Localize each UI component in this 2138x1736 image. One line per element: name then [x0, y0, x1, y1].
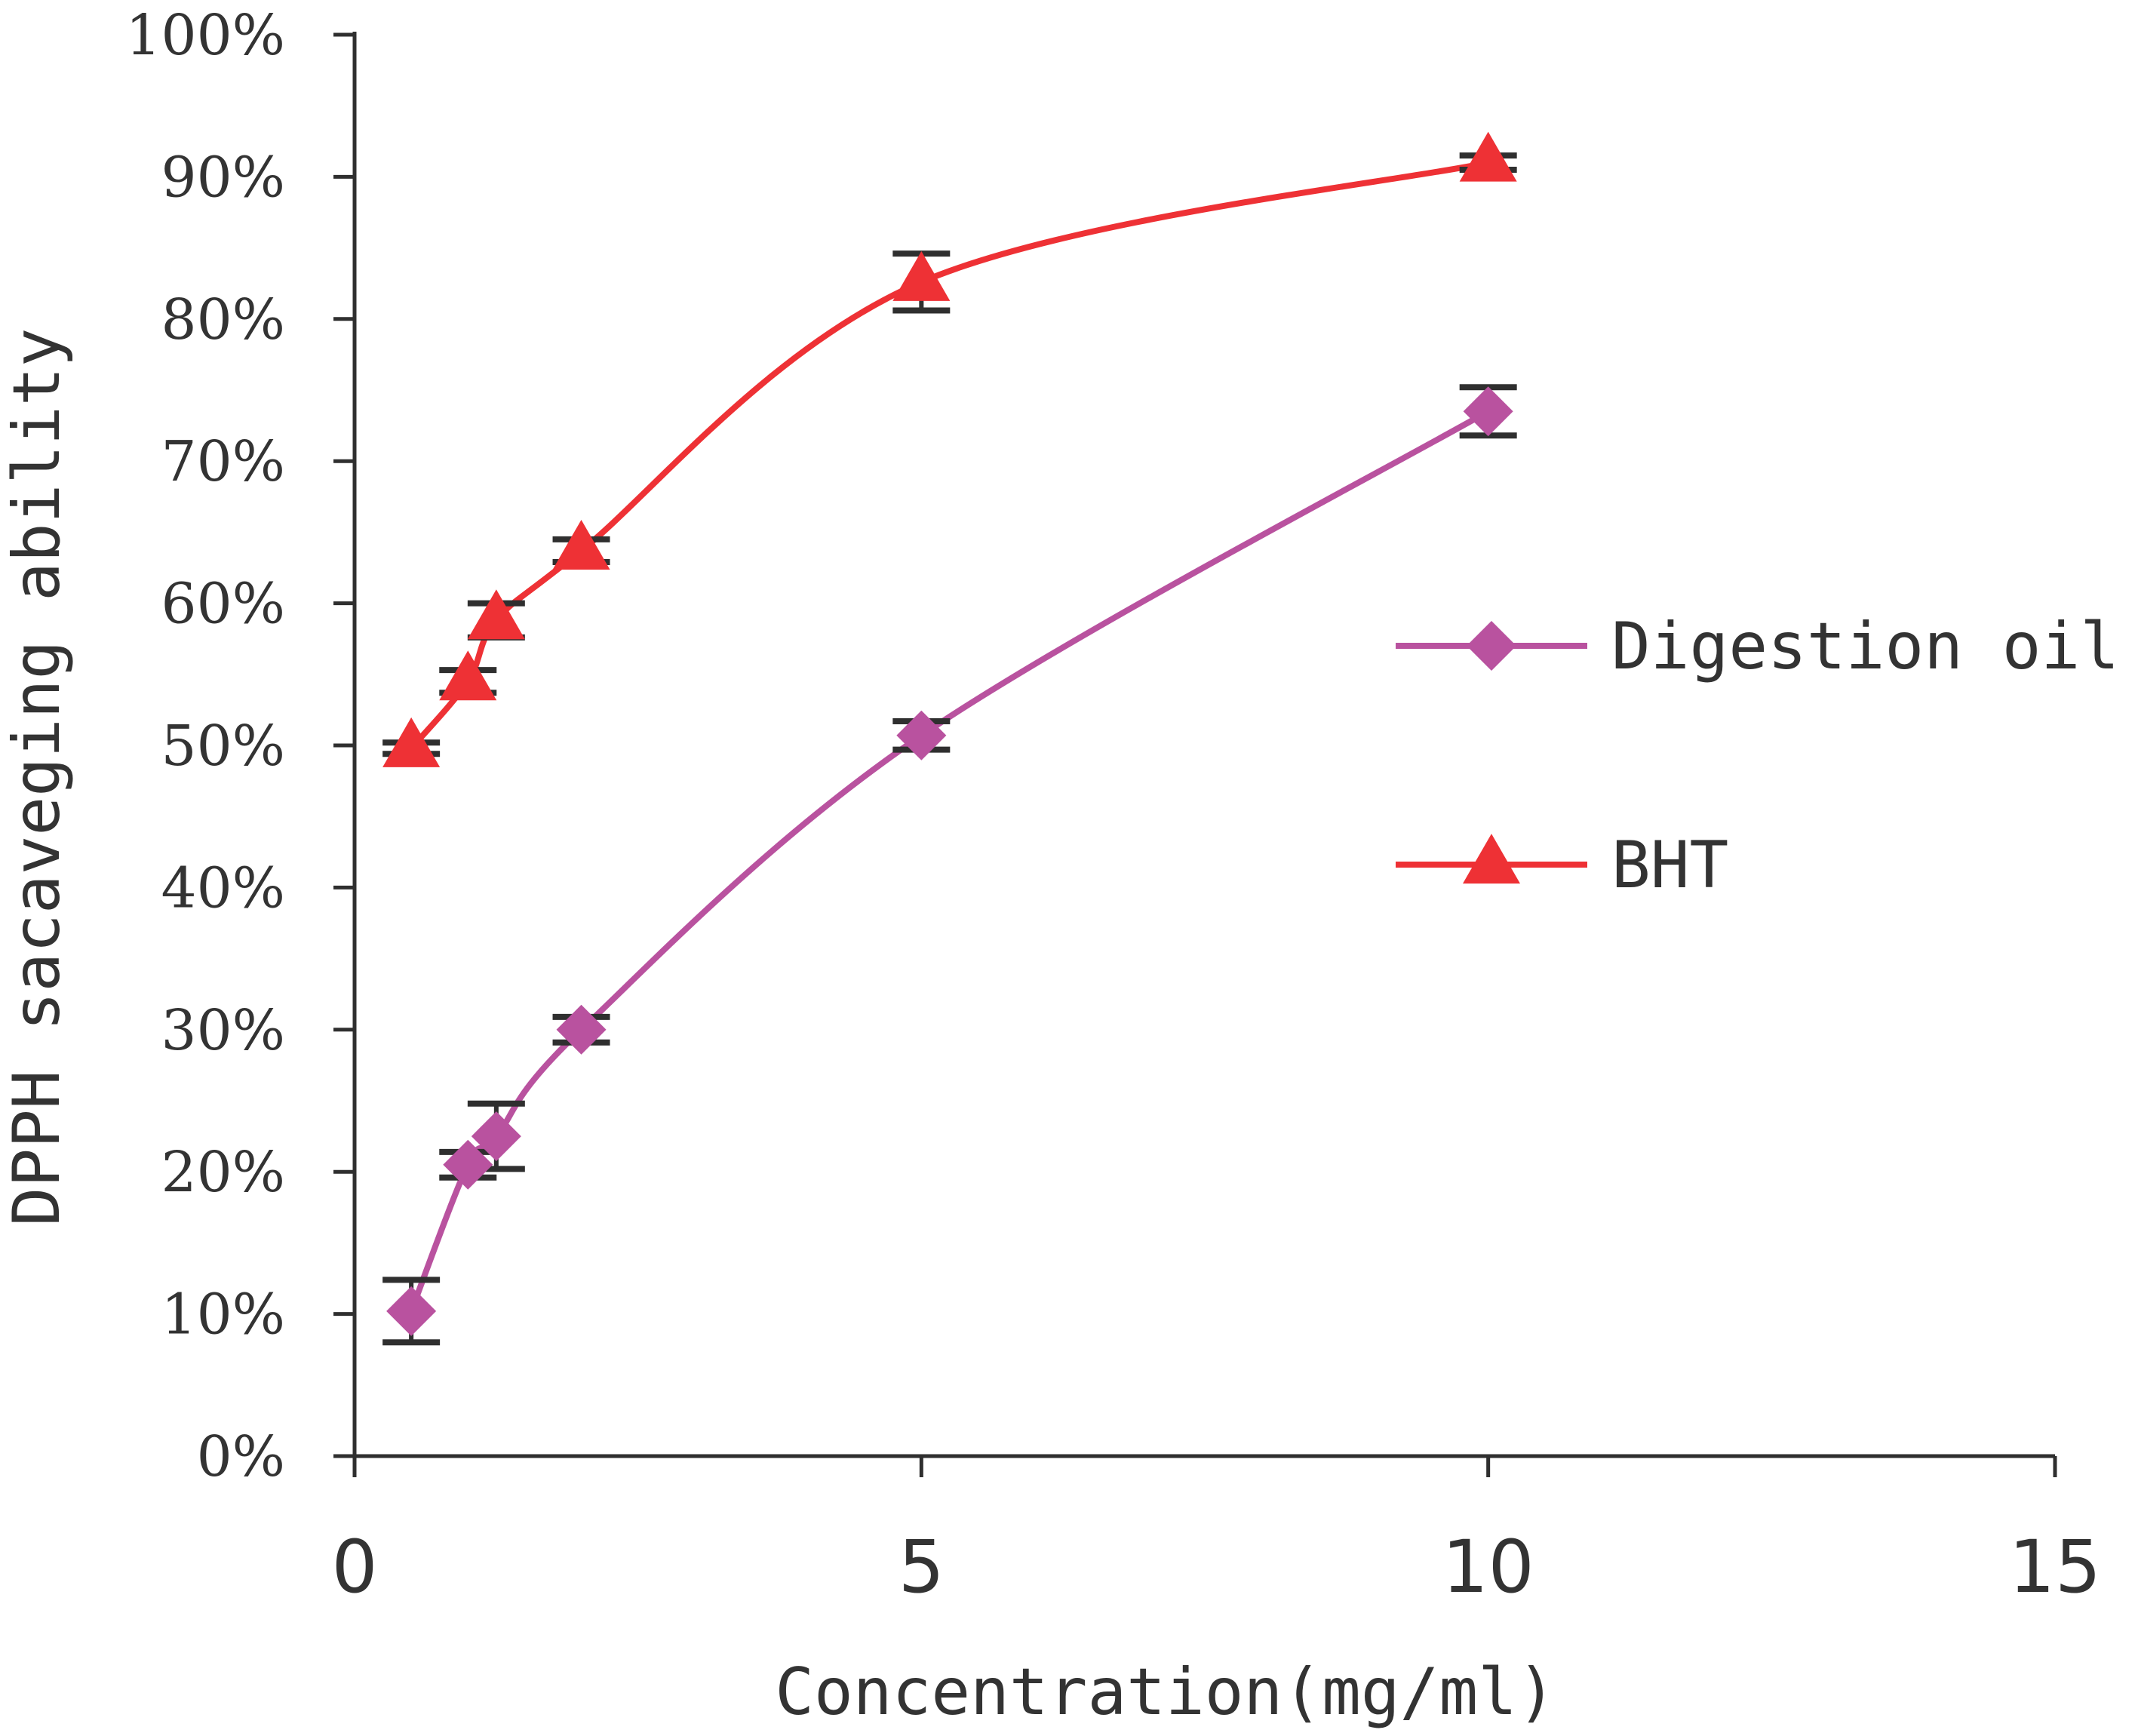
legend-swatch-marker: [1467, 621, 1516, 671]
y-tick-label: 50%: [161, 714, 285, 779]
series-bht: [382, 131, 1517, 767]
series-layer: [382, 131, 1517, 1346]
legend-item-digestion-oil: Digestion oil: [1396, 609, 2119, 684]
x-axis-title: Concentration(mg/ml): [775, 1655, 1556, 1730]
y-tick-label: 90%: [161, 145, 285, 210]
data-point: [1459, 131, 1517, 182]
legend-label: Digestion oil: [1611, 609, 2119, 684]
y-tick-label: 60%: [161, 572, 285, 637]
legend-label: BHT: [1611, 828, 1728, 903]
data-point: [1463, 386, 1513, 437]
y-tick-label: 40%: [161, 856, 285, 920]
y-axis-title: DPPH sacaveging ability: [0, 328, 75, 1227]
series-line: [408, 159, 1491, 751]
data-point: [471, 1111, 521, 1162]
legend-swatch-marker: [1463, 834, 1520, 884]
x-tick-label: 0: [331, 1525, 377, 1609]
data-point: [892, 250, 951, 301]
data-point: [382, 717, 441, 767]
data-point: [896, 710, 947, 760]
data-point: [552, 519, 610, 570]
data-point: [467, 589, 525, 640]
y-tick-label: 80%: [161, 287, 285, 352]
data-point: [443, 1139, 493, 1190]
y-tick-label: 70%: [161, 429, 285, 494]
data-point: [556, 1004, 607, 1055]
legend: Digestion oil BHT: [1396, 609, 2119, 903]
axes-layer: 0% 10% 20% 30% 40% 50% 60% 70% 80% 90% 100% 0 5 10 15: [125, 3, 2101, 1609]
y-tick-label: 100%: [125, 3, 285, 68]
y-tick-label: 10%: [161, 1283, 285, 1347]
x-tick-label: 5: [899, 1525, 945, 1609]
x-tick-label: 15: [2009, 1525, 2101, 1609]
y-tick-label: 20%: [161, 1140, 285, 1205]
y-tick-label: 0%: [197, 1424, 285, 1489]
data-point: [439, 650, 497, 701]
x-tick-label: 10: [1442, 1525, 1534, 1609]
y-tick-label: 30%: [161, 998, 285, 1063]
legend-item-bht: BHT: [1396, 828, 1728, 903]
series-digestion-oil: [382, 384, 1517, 1346]
data-point: [386, 1286, 437, 1336]
